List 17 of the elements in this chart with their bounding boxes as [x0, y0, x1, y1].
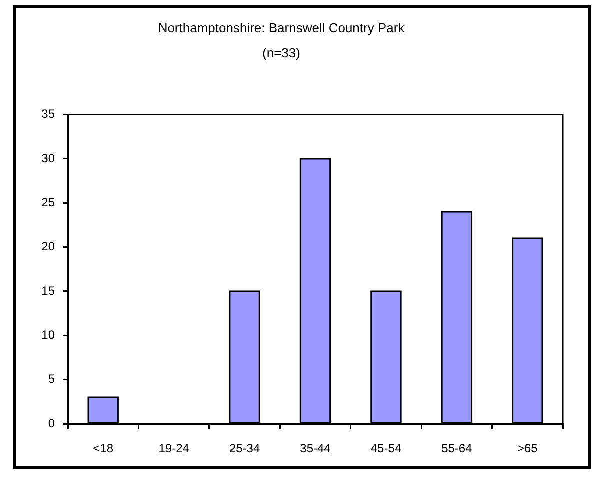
x-tick-label: 19-24	[158, 442, 190, 456]
x-tick-label: >65	[517, 442, 538, 456]
y-tick-label: 30	[42, 151, 56, 166]
y-tick-label: 25	[42, 195, 56, 210]
chart-subtitle: (n=33)	[262, 46, 300, 61]
x-tick-label: 55-64	[442, 442, 473, 456]
x-tick-label: <18	[93, 442, 114, 456]
y-tick-label: 20	[42, 240, 56, 254]
y-tick-label: 15	[42, 284, 56, 298]
chart-title: Northamptonshire: Barnswell Country Park	[158, 20, 406, 36]
x-tick-label: 45-54	[370, 442, 402, 456]
y-tick-label: 10	[42, 328, 56, 342]
y-tick-label: 5	[48, 372, 56, 386]
x-tick-label: 25-34	[229, 442, 260, 456]
y-tick-label: 0	[48, 416, 56, 430]
x-tick-label: 35-44	[300, 442, 332, 456]
y-tick-label: 35	[42, 107, 56, 122]
